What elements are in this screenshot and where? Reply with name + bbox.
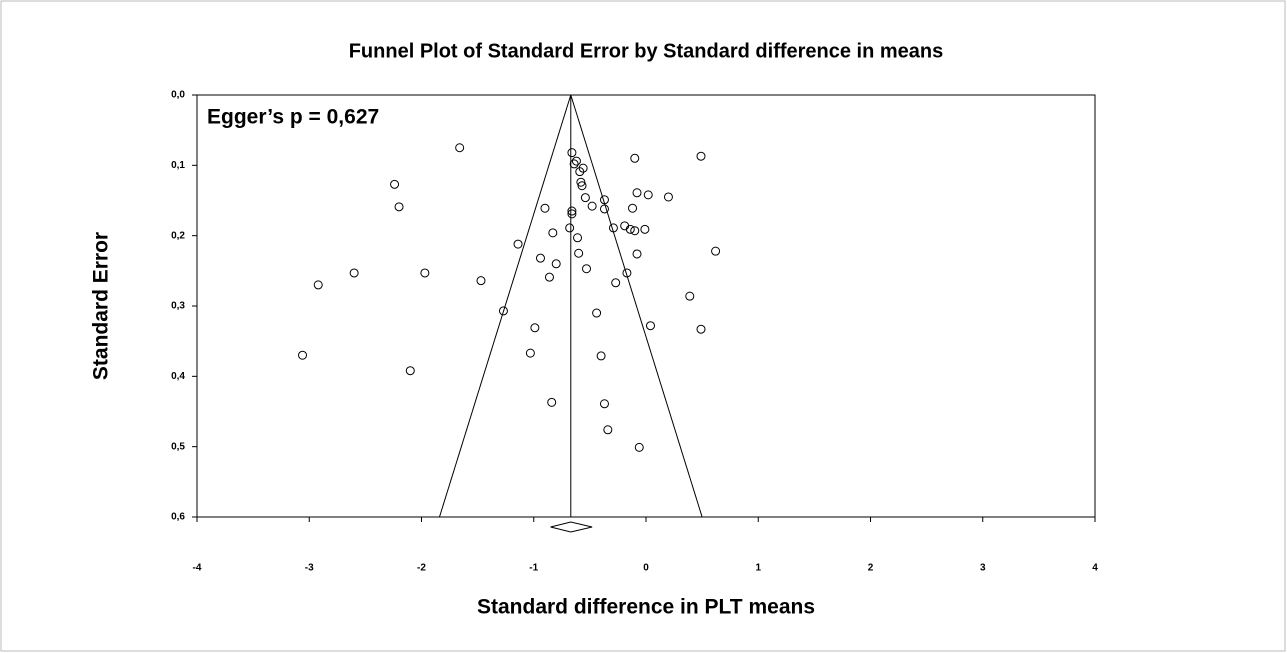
point [298, 350, 308, 360]
point [625, 224, 635, 234]
point [634, 442, 644, 452]
point [455, 143, 465, 153]
x-tick-label: -3 [305, 563, 314, 574]
point [565, 223, 575, 233]
y-tick-label: 0,2 [171, 230, 185, 241]
point [577, 181, 587, 191]
point [587, 201, 597, 211]
point [567, 209, 577, 219]
point [548, 228, 558, 238]
point [632, 188, 642, 198]
y-tick-label: 0,6 [171, 512, 185, 523]
point [711, 246, 721, 256]
y-tick-label: 0,0 [171, 90, 185, 101]
point [574, 248, 584, 258]
point [535, 253, 545, 263]
point [608, 223, 618, 233]
point [599, 204, 609, 214]
summary-diamond [550, 521, 593, 533]
y-tick-label: 0,1 [171, 160, 185, 171]
point [622, 268, 632, 278]
point [685, 291, 695, 301]
point [628, 203, 638, 213]
point [547, 397, 557, 407]
point [696, 324, 706, 334]
point [513, 239, 523, 249]
point [640, 224, 650, 234]
point [696, 151, 706, 161]
point [476, 276, 486, 286]
point [603, 425, 613, 435]
point [643, 190, 653, 200]
point [630, 153, 640, 163]
point [592, 308, 602, 318]
funnel-right [570, 94, 703, 518]
x-tick-label: 0 [643, 563, 649, 574]
x-axis-label: Standard difference in PLT means [477, 596, 815, 619]
point [571, 156, 581, 166]
point [525, 348, 535, 358]
point [580, 193, 590, 203]
x-tick-label: -4 [193, 563, 202, 574]
y-tick-label: 0,5 [171, 441, 185, 452]
point [420, 268, 430, 278]
point [313, 280, 323, 290]
point [544, 272, 554, 282]
point [630, 226, 640, 236]
point [582, 264, 592, 274]
x-tick-label: -1 [529, 563, 538, 574]
y-tick-label: 0,3 [171, 301, 185, 312]
y-tick-label: 0,4 [171, 371, 185, 382]
x-tick-label: 2 [868, 563, 874, 574]
annotation: Egger’s p = 0,627 [207, 106, 379, 129]
point [645, 321, 655, 331]
x-tick-label: -2 [417, 563, 426, 574]
point [405, 366, 415, 376]
point [569, 159, 579, 169]
x-tick-label: 4 [1092, 563, 1098, 574]
point [394, 202, 404, 212]
point [567, 206, 577, 216]
point [498, 306, 508, 316]
funnel-left [438, 94, 572, 518]
point [663, 192, 673, 202]
x-tick-label: 3 [980, 563, 986, 574]
point [540, 203, 550, 213]
y-axis-label: Standard Error [90, 232, 113, 380]
point [611, 278, 621, 288]
point [390, 179, 400, 189]
point [551, 259, 561, 269]
point [599, 399, 609, 409]
point [599, 195, 609, 205]
point [576, 177, 586, 187]
point [530, 323, 540, 333]
point [349, 268, 359, 278]
point [573, 233, 583, 243]
point [567, 148, 577, 158]
point [575, 167, 585, 177]
chart-title: Funnel Plot of Standard Error by Standar… [349, 40, 944, 62]
point [596, 351, 606, 361]
point [632, 249, 642, 259]
x-tick-label: 1 [755, 563, 761, 574]
